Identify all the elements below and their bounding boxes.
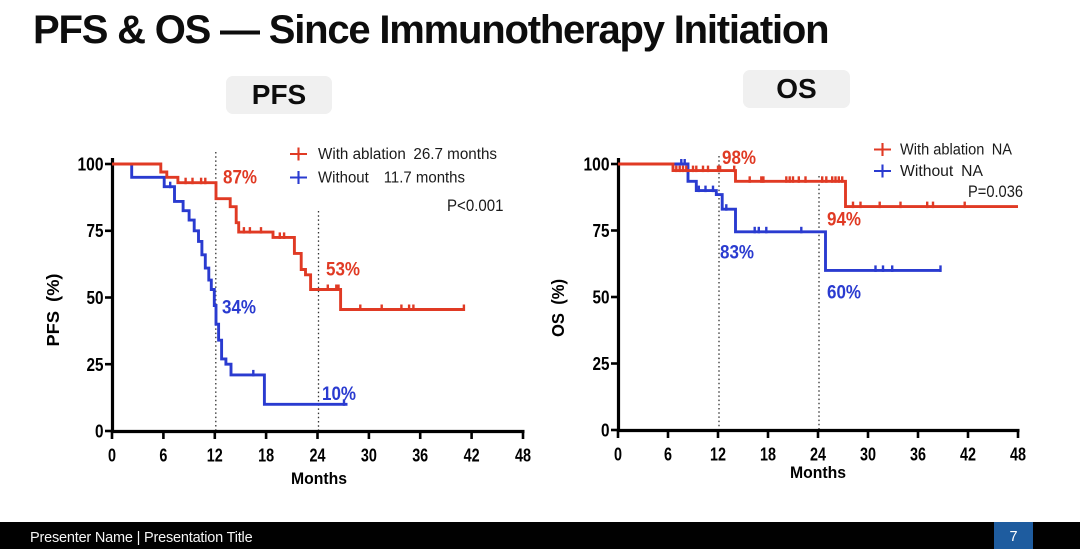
- svg-text:0: 0: [108, 446, 116, 466]
- svg-text:P=0.036: P=0.036: [968, 183, 1023, 201]
- svg-text:0: 0: [614, 445, 622, 465]
- svg-text:34%: 34%: [222, 297, 256, 319]
- svg-text:60%: 60%: [827, 282, 861, 304]
- svg-text:75: 75: [593, 221, 610, 241]
- svg-text:48: 48: [515, 446, 531, 466]
- svg-text:36: 36: [910, 445, 926, 465]
- svg-text:83%: 83%: [720, 242, 754, 264]
- svg-text:42: 42: [960, 445, 976, 465]
- svg-text:24: 24: [810, 445, 826, 465]
- svg-text:75: 75: [87, 221, 104, 241]
- svg-text:24: 24: [310, 446, 326, 466]
- svg-text:87%: 87%: [223, 167, 257, 189]
- svg-text:25: 25: [593, 354, 610, 374]
- svg-text:0: 0: [95, 422, 104, 442]
- svg-text:53%: 53%: [326, 259, 360, 281]
- svg-text:With ablation NA: With ablation NA: [900, 141, 1013, 158]
- svg-text:12: 12: [710, 445, 726, 465]
- svg-text:18: 18: [760, 445, 776, 465]
- svg-text:Without NA: Without NA: [900, 163, 984, 180]
- svg-text:With ablation 26.7 months: With ablation 26.7 months: [318, 146, 497, 163]
- svg-text:OS (%): OS (%): [548, 279, 568, 337]
- svg-text:100: 100: [584, 155, 610, 175]
- svg-text:Without 11.7 months: Without 11.7 months: [318, 169, 465, 186]
- svg-text:36: 36: [412, 446, 428, 466]
- svg-text:6: 6: [159, 446, 167, 466]
- svg-text:48: 48: [1010, 445, 1026, 465]
- svg-text:0: 0: [601, 421, 610, 441]
- svg-text:10%: 10%: [322, 383, 356, 405]
- svg-text:50: 50: [593, 288, 610, 308]
- svg-text:6: 6: [664, 445, 672, 465]
- svg-text:P<0.001: P<0.001: [447, 197, 504, 215]
- svg-text:30: 30: [361, 446, 377, 466]
- svg-text:25: 25: [87, 355, 104, 375]
- svg-text:42: 42: [464, 446, 480, 466]
- svg-text:PFS (%): PFS (%): [43, 274, 63, 347]
- svg-text:98%: 98%: [722, 147, 756, 169]
- svg-text:30: 30: [860, 445, 876, 465]
- svg-text:18: 18: [258, 446, 274, 466]
- svg-text:12: 12: [207, 446, 223, 466]
- svg-text:Months: Months: [790, 463, 846, 482]
- svg-text:50: 50: [87, 288, 104, 308]
- svg-text:100: 100: [78, 155, 104, 175]
- svg-text:94%: 94%: [827, 209, 861, 231]
- svg-text:Months: Months: [291, 469, 347, 488]
